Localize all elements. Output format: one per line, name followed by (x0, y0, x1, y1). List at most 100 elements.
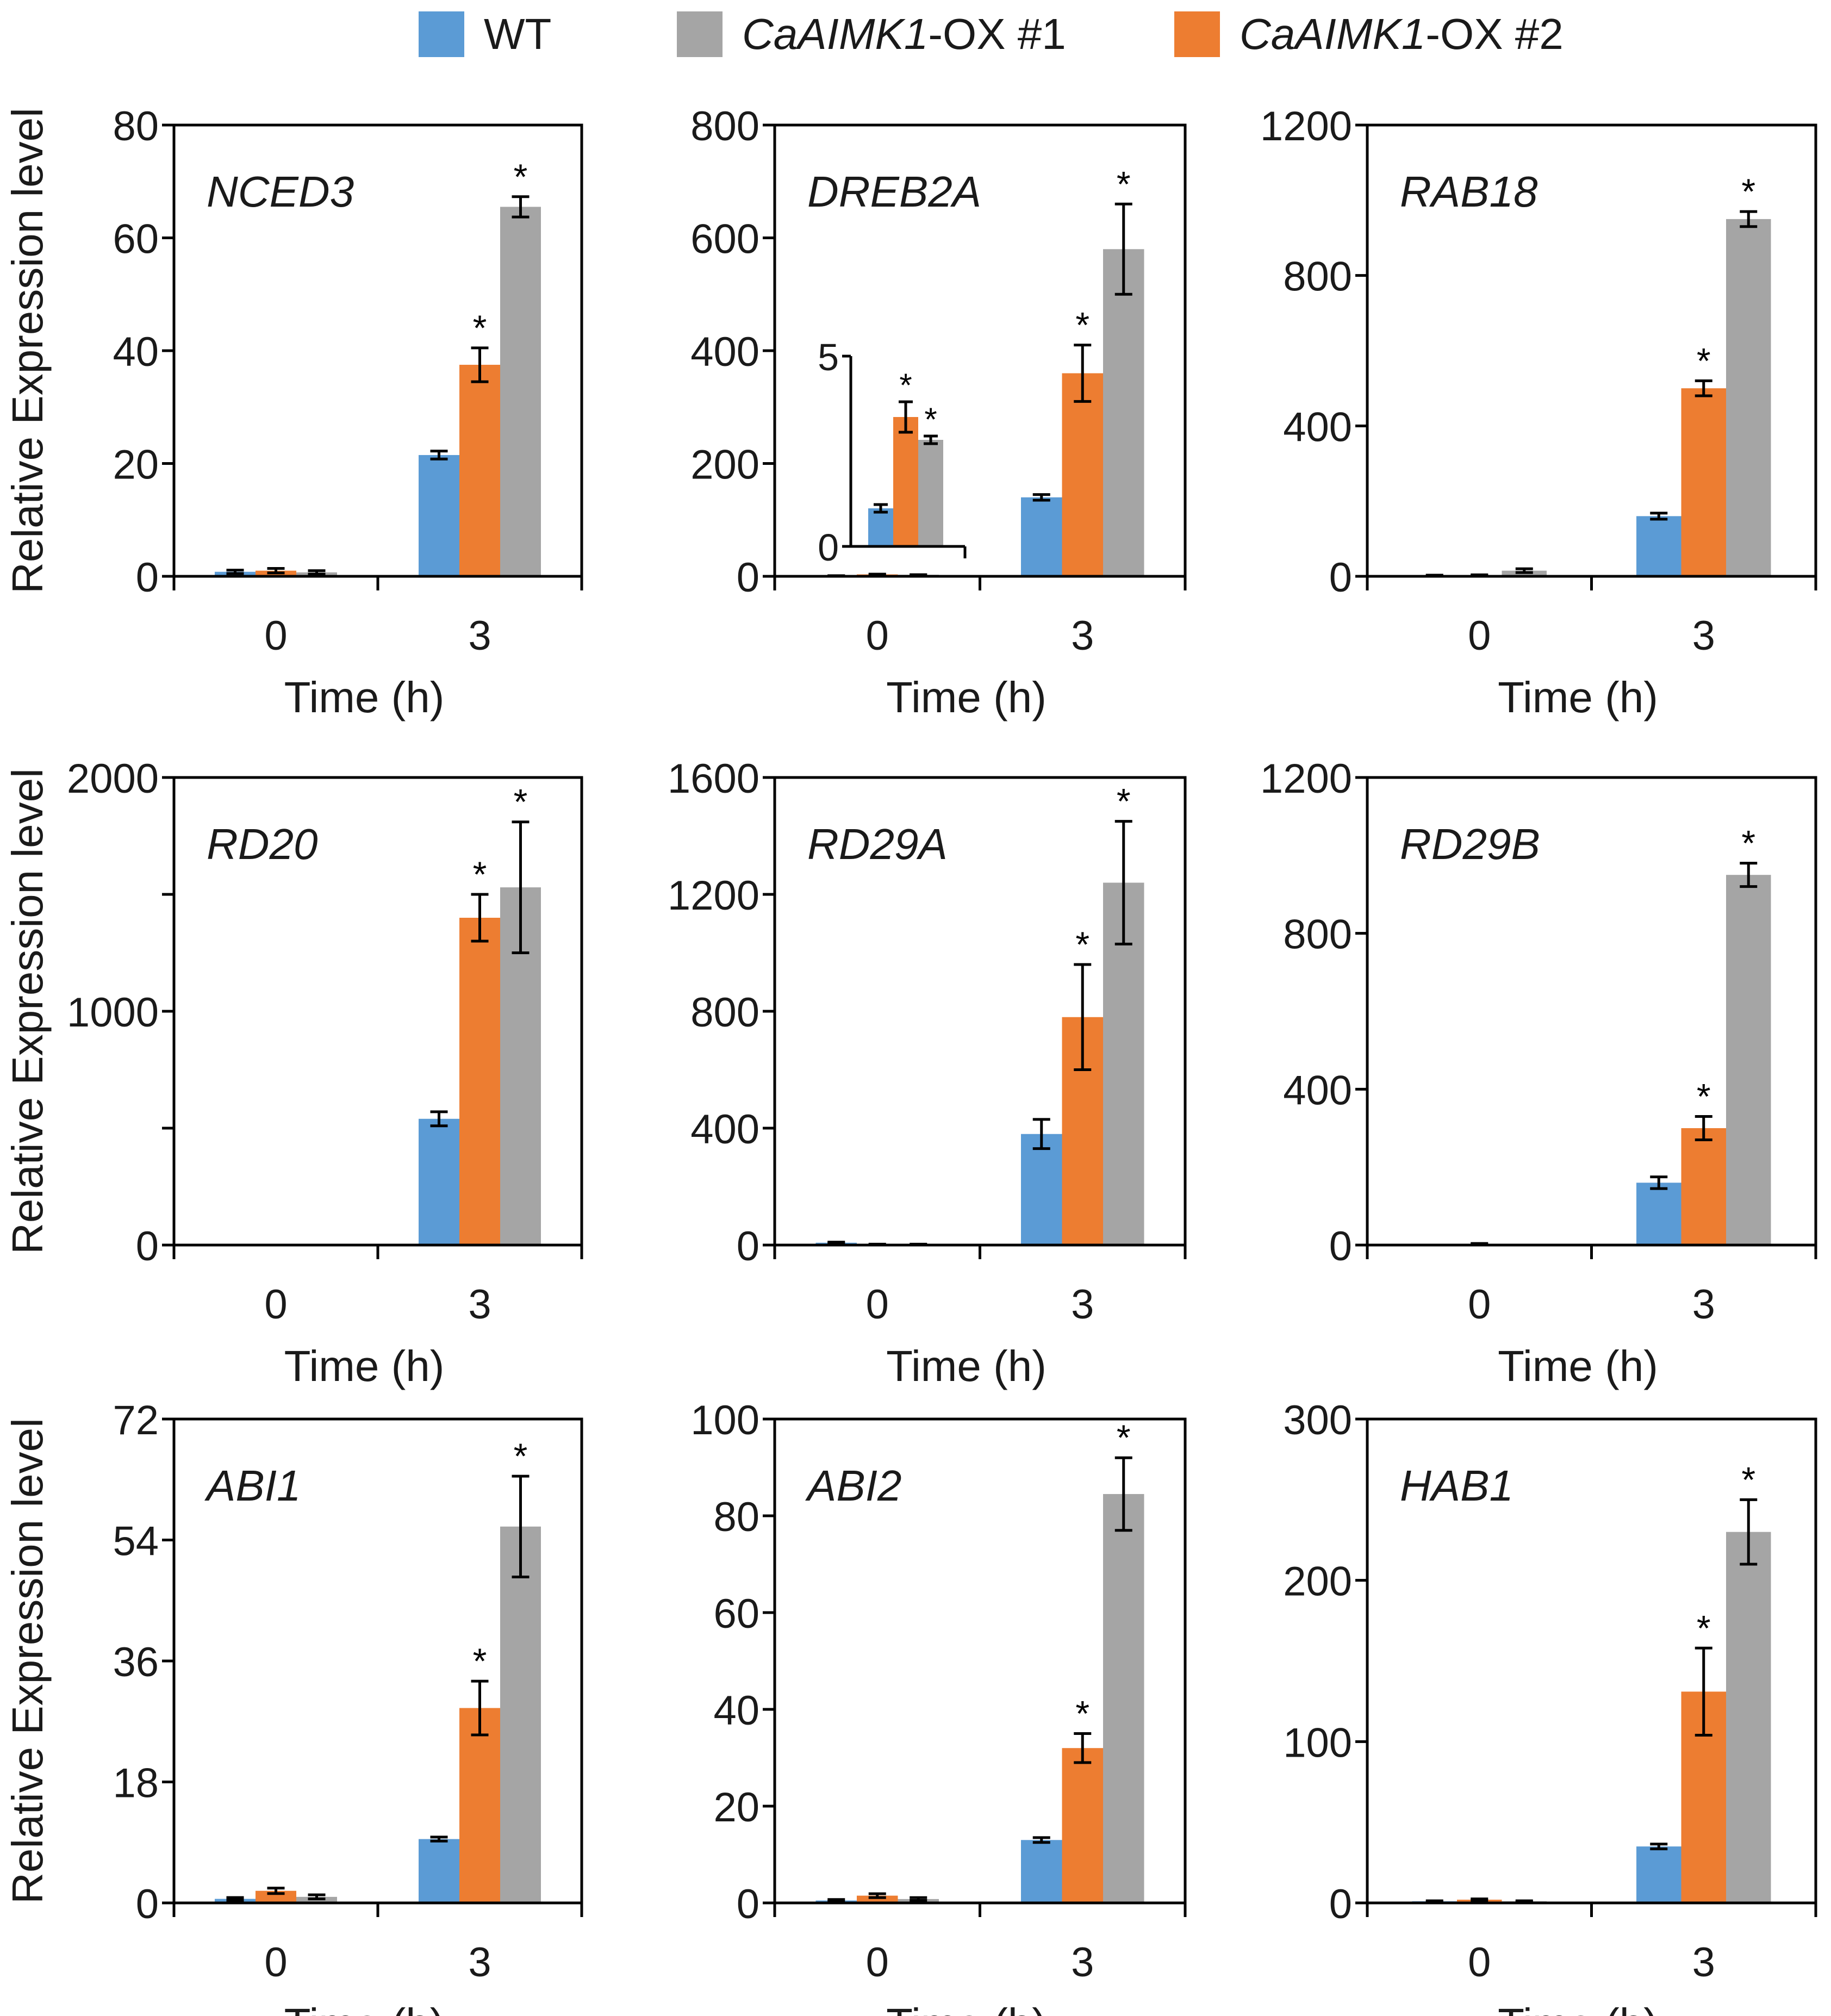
panel-rd20: 0 1000 2000 0 3 * * RD20 Time (h) Relative Expres… (3, 756, 583, 1390)
panel-dreb2a: 0 200 400 600 800 0 3 * * DREB2A Time (h) 0 5 * * (690, 103, 1187, 721)
y-tick-label: 0 (737, 1223, 759, 1270)
y-tick-label: 0 (136, 1223, 159, 1270)
significance-marker: * (514, 157, 528, 197)
bar (1103, 249, 1144, 576)
bar (419, 455, 459, 576)
y-tick-label: 80 (113, 103, 159, 150)
x-tick-label: 0 (264, 1281, 287, 1328)
bar (459, 918, 500, 1245)
gene-title: RD20 (207, 820, 318, 868)
y-tick-label: 400 (1283, 404, 1352, 450)
y-tick-label: 1200 (1260, 756, 1352, 802)
legend-swatch-ox1 (677, 11, 723, 57)
legend-label-ox2: CaAIMK1-OX #2 (1240, 9, 1564, 59)
y-tick-label: 800 (1283, 254, 1352, 300)
x-tick-label: 0 (1468, 1939, 1491, 1986)
bar (1062, 1748, 1103, 1903)
y-tick-label: 200 (690, 442, 759, 488)
x-axis-label: Time (h) (886, 673, 1047, 721)
y-tick-label: 1200 (668, 873, 759, 919)
significance-marker: * (1697, 1608, 1711, 1648)
inset-chart: 0 5 * * (818, 336, 967, 569)
y-tick-label: 36 (113, 1639, 159, 1685)
y-tick-label: 0 (1329, 1223, 1352, 1270)
y-tick-label: 2000 (67, 756, 159, 802)
legend-swatch-wt (419, 11, 464, 57)
panel-rab18: 0 400 800 1200 0 3 * * RAB18 Time (h) (1260, 103, 1817, 721)
legend: WT CaAIMK1-OX #1 CaAIMK1-OX #2 (0, 0, 1831, 65)
significance-marker: * (1075, 1694, 1089, 1734)
significance-marker: * (1741, 1459, 1755, 1499)
significance-marker: * (1697, 340, 1711, 381)
y-tick-label: 1000 (67, 990, 159, 1036)
legend-swatch-ox2 (1174, 11, 1220, 57)
bar (1636, 1846, 1681, 1903)
x-tick-label: 3 (1071, 1281, 1094, 1328)
panel-abi1: 0 18 36 54 72 0 3 * * ABI1 Time (h) Relative Expres… (3, 1397, 583, 2016)
inset-bar (918, 440, 943, 546)
bar (1726, 219, 1771, 577)
bar (419, 1839, 459, 1903)
y-axis-label: Relative Expression level (3, 108, 52, 594)
legend-item-ox2: CaAIMK1-OX #2 (1174, 10, 1564, 59)
x-tick-label: 0 (866, 1939, 889, 1986)
bar (500, 207, 541, 576)
legend-suffix-ox2: -OX #2 (1425, 10, 1564, 58)
significance-marker: * (473, 308, 487, 348)
x-axis-label: Time (h) (284, 673, 445, 721)
bar (1103, 1494, 1144, 1903)
y-tick-label: 100 (690, 1397, 759, 1443)
significance-marker: * (1075, 924, 1089, 965)
gene-title: RD29A (807, 820, 948, 868)
inset-significance-marker: * (899, 367, 912, 403)
significance-marker: * (1697, 1077, 1711, 1117)
bar (459, 1708, 500, 1903)
y-axis-label: Relative Expression level (3, 1418, 52, 1904)
gene-title: ABI1 (204, 1461, 301, 1510)
gene-title: RD29B (1400, 820, 1540, 868)
y-tick-label: 200 (1283, 1559, 1352, 1605)
y-tick-label: 80 (713, 1494, 759, 1540)
y-tick-label: 400 (1283, 1067, 1352, 1113)
y-tick-label: 1600 (668, 756, 759, 802)
x-tick-label: 3 (1071, 1939, 1094, 1986)
y-tick-label: 72 (113, 1397, 159, 1443)
x-axis-label: Time (h) (284, 1342, 445, 1390)
x-axis-label: Time (h) (886, 2000, 1047, 2016)
significance-marker: * (1117, 781, 1131, 822)
gene-title: DREB2A (807, 167, 981, 216)
x-tick-label: 3 (1071, 613, 1094, 659)
x-tick-label: 3 (468, 1281, 491, 1328)
panel-nced3: 0 20 40 60 80 0 3 * * NCED3 Time (h) Relative Expre… (3, 103, 583, 721)
y-tick-label: 800 (1283, 912, 1352, 958)
y-tick-label: 18 (113, 1760, 159, 1807)
x-axis-label: Time (h) (1498, 673, 1658, 721)
significance-marker: * (1117, 1417, 1131, 1458)
x-tick-label: 0 (1468, 613, 1491, 659)
gene-title: RAB18 (1400, 167, 1538, 216)
y-tick-label: 0 (737, 1881, 759, 1927)
significance-marker: * (1117, 164, 1131, 204)
legend-item-ox1: CaAIMK1-OX #1 (677, 10, 1066, 59)
gene-title: NCED3 (207, 167, 354, 216)
y-tick-label: 20 (113, 442, 159, 488)
legend-label-ox1: CaAIMK1-OX #1 (742, 9, 1066, 59)
bar (1636, 516, 1681, 576)
x-tick-label: 0 (1468, 1281, 1491, 1328)
x-tick-label: 3 (1692, 1939, 1715, 1986)
bar (857, 1895, 898, 1903)
y-tick-label: 0 (136, 1881, 159, 1927)
inset-y-tick-label: 5 (818, 336, 839, 378)
y-tick-label: 100 (1283, 1720, 1352, 1766)
bar (500, 1526, 541, 1903)
bar (256, 1890, 296, 1903)
y-tick-label: 40 (713, 1688, 759, 1734)
x-axis-label: Time (h) (1498, 1342, 1658, 1390)
legend-gene-ox1: CaAIMK1 (742, 10, 929, 58)
legend-label-wt: WT (484, 10, 552, 58)
y-tick-label: 0 (136, 555, 159, 601)
x-tick-label: 3 (468, 613, 491, 659)
panel-hab1: 0 100 200 300 0 3 * * HAB1 Time (h) (1283, 1397, 1817, 2016)
y-tick-label: 0 (737, 555, 759, 601)
